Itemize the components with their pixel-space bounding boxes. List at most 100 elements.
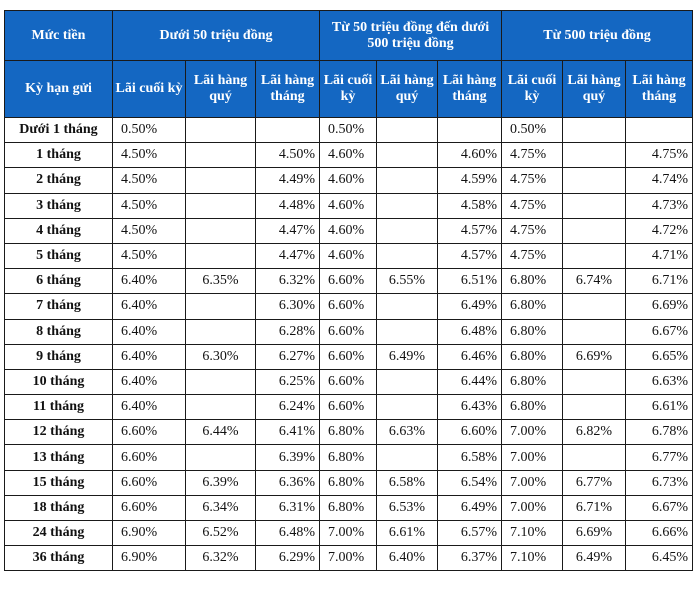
term-cell: 9 tháng: [4, 343, 113, 370]
rate-cell: 4.49%: [255, 167, 320, 194]
rate-cell: 4.75%: [501, 167, 564, 194]
rate-cell: 6.31%: [255, 494, 320, 522]
rate-cell: 6.90%: [112, 545, 186, 572]
rate-cell: 6.80%: [501, 268, 564, 295]
rate-cell: 7.00%: [501, 419, 564, 446]
rate-cell: [376, 293, 438, 320]
rate-cell: 4.50%: [112, 167, 186, 194]
term-cell: 2 tháng: [4, 167, 113, 194]
rate-cell: 6.63%: [376, 419, 438, 446]
rate-cell: 6.48%: [255, 519, 320, 547]
rate-cell: [562, 318, 627, 345]
interest-rate-table: Mức tiền Dưới 50 triệu đồng Từ 50 triệu …: [4, 10, 694, 572]
rate-cell: [562, 444, 627, 471]
rate-cell: 6.40%: [112, 268, 186, 295]
rate-cell: [436, 116, 503, 144]
table-row: 11 tháng 6.40% 6.24% 6.60% 6.43% 6.80% 6.61%: [4, 394, 694, 421]
rate-cell: 6.71%: [625, 268, 694, 295]
rate-cell: 6.60%: [112, 494, 186, 522]
rate-cell: 6.54%: [436, 469, 503, 496]
header-row-groups: Mức tiền Dưới 50 triệu đồng Từ 50 triệu …: [4, 10, 694, 61]
rate-cell: 6.58%: [376, 469, 438, 496]
rate-cell: 6.29%: [255, 545, 320, 572]
term-cell: 8 tháng: [4, 318, 113, 345]
rate-cell: 6.45%: [625, 545, 694, 572]
rate-cell: 6.60%: [319, 268, 377, 295]
rate-cell: 6.82%: [562, 419, 627, 446]
rate-cell: 6.40%: [112, 343, 186, 370]
rate-cell: [376, 444, 438, 471]
amount-header: Mức tiền: [4, 10, 113, 61]
rate-cell: 6.80%: [501, 368, 564, 396]
rate-cell: 6.77%: [625, 444, 694, 471]
rate-cell: 6.35%: [185, 268, 256, 295]
rate-cell: 4.75%: [501, 192, 564, 219]
rate-cell: 6.40%: [112, 293, 186, 320]
rate-cell: 0.50%: [319, 116, 377, 144]
rate-cell: 6.60%: [319, 368, 377, 396]
rate-cell: 4.74%: [625, 167, 694, 194]
rate-cell: [185, 444, 256, 471]
rate-cell: 6.49%: [562, 545, 627, 572]
term-cell: 18 tháng: [4, 494, 113, 522]
subheader-end-of-term: Lãi cuối kỳ: [319, 60, 377, 118]
rate-cell: 6.66%: [625, 519, 694, 547]
rate-cell: 4.60%: [319, 217, 377, 244]
rate-cell: [185, 368, 256, 396]
rate-cell: 6.71%: [562, 494, 627, 522]
rate-cell: 4.50%: [112, 142, 186, 169]
table-row: Dưới 1 tháng 0.50% 0.50% 0.50%: [4, 116, 694, 144]
rate-cell: 4.60%: [319, 167, 377, 194]
table-row: 9 tháng 6.40% 6.30% 6.27% 6.60% 6.49% 6.46% 6.8…: [4, 343, 694, 370]
rate-cell: 4.48%: [255, 192, 320, 219]
rate-cell: 4.60%: [319, 192, 377, 219]
rate-cell: 4.47%: [255, 242, 320, 270]
rate-cell: [185, 318, 256, 345]
rate-cell: 6.28%: [255, 318, 320, 345]
rate-cell: [185, 116, 256, 144]
rate-cell: 6.30%: [185, 343, 256, 370]
rate-cell: 6.78%: [625, 419, 694, 446]
rate-cell: 7.00%: [319, 545, 377, 572]
rate-cell: 6.57%: [436, 519, 503, 547]
rate-cell: 4.50%: [255, 142, 320, 169]
rate-cell: 6.80%: [319, 419, 377, 446]
rate-cell: 0.50%: [112, 116, 186, 144]
subheader-quarterly: Lãi hàng quý: [562, 60, 627, 118]
rate-cell: 6.36%: [255, 469, 320, 496]
rate-cell: [562, 293, 627, 320]
rate-cell: 6.34%: [185, 494, 256, 522]
rate-cell: [562, 192, 627, 219]
subheader-end-of-term: Lãi cuối kỳ: [501, 60, 564, 118]
rate-cell: 7.00%: [501, 494, 564, 522]
rate-cell: 6.37%: [436, 545, 503, 572]
rate-cell: 6.80%: [501, 343, 564, 370]
term-cell: 12 tháng: [4, 419, 113, 446]
rate-cell: 6.44%: [436, 368, 503, 396]
table-row: 10 tháng 6.40% 6.25% 6.60% 6.44% 6.80% 6.63%: [4, 368, 694, 396]
term-cell: Dưới 1 tháng: [4, 116, 113, 144]
rate-cell: 6.32%: [255, 268, 320, 295]
rate-cell: [376, 116, 438, 144]
rate-cell: 6.61%: [376, 519, 438, 547]
group-header-over-500m: Từ 500 triệu đồng: [501, 10, 694, 61]
table-row: 1 tháng 4.50% 4.50% 4.60% 4.60% 4.75% 4.75%: [4, 142, 694, 169]
rate-cell: 6.60%: [112, 419, 186, 446]
header-row-subcolumns: Kỳ hạn gửi Lãi cuối kỳ Lãi hàng quý Lãi …: [4, 60, 694, 118]
rate-cell: 6.52%: [185, 519, 256, 547]
table-row: 24 tháng 6.90% 6.52% 6.48% 7.00% 6.61% 6.57% 7.…: [4, 519, 694, 547]
rate-cell: [562, 167, 627, 194]
rate-cell: 6.46%: [436, 343, 503, 370]
rate-cell: [625, 116, 694, 144]
rate-cell: 4.57%: [436, 217, 503, 244]
rate-cell: 4.75%: [501, 217, 564, 244]
rate-cell: 6.61%: [625, 394, 694, 421]
rate-cell: 6.74%: [562, 268, 627, 295]
rate-cell: 6.39%: [185, 469, 256, 496]
rate-cell: 6.53%: [376, 494, 438, 522]
rate-cell: [562, 217, 627, 244]
rate-cell: [376, 368, 438, 396]
rate-cell: [376, 394, 438, 421]
rate-cell: 6.60%: [319, 394, 377, 421]
table-row: 6 tháng 6.40% 6.35% 6.32% 6.60% 6.55% 6.51% 6.8…: [4, 268, 694, 295]
